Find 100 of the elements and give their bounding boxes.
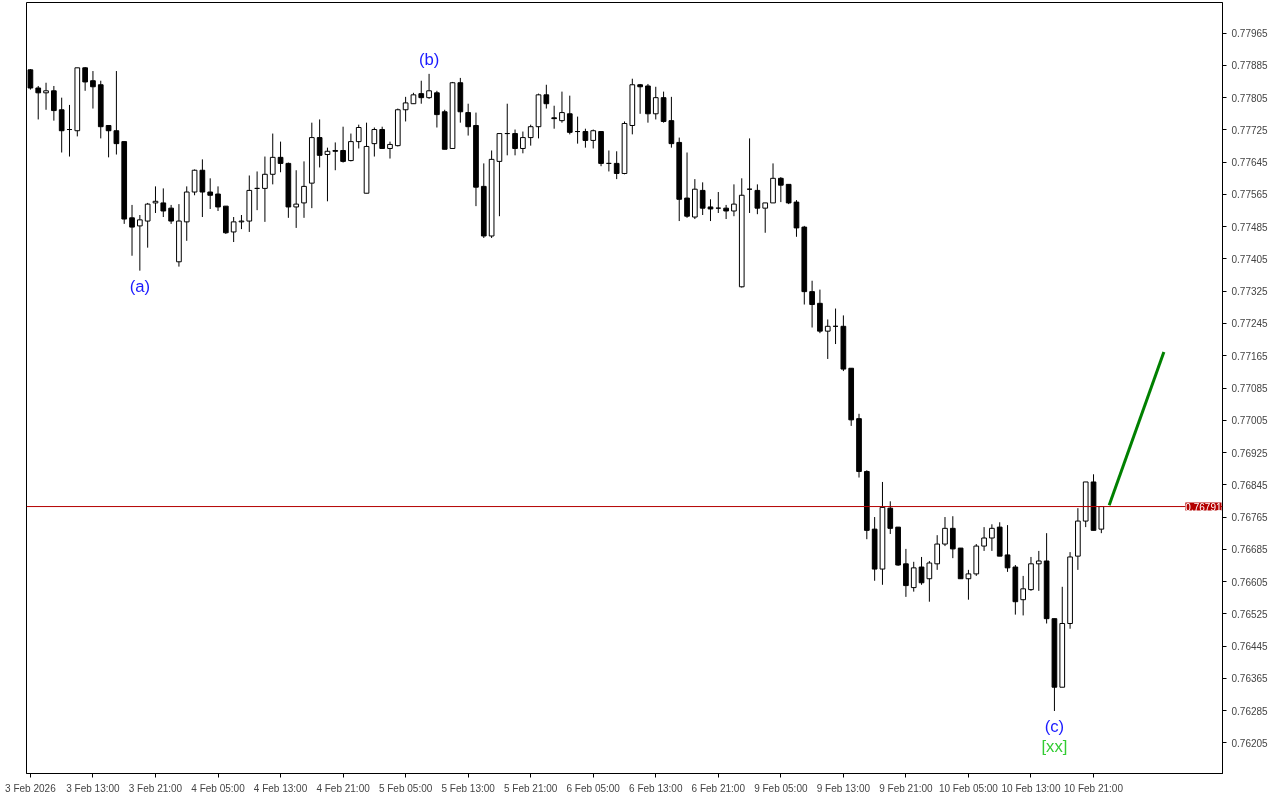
candlestick	[942, 516, 948, 547]
candlestick	[981, 526, 987, 552]
x-tick-label: 4 Feb 05:00	[191, 782, 246, 794]
annotation: (b)	[418, 50, 440, 70]
annotation: (c)	[1044, 717, 1065, 737]
y-tick-label: 0.77965	[1231, 28, 1269, 40]
y-tick-label: 0.76765	[1231, 512, 1269, 524]
x-tick-label: 10 Feb 21:00	[1064, 782, 1124, 794]
candlestick	[262, 156, 268, 223]
candlestick	[129, 204, 135, 257]
candlestick	[910, 561, 917, 593]
candlestick	[824, 318, 831, 360]
y-tick-label: 0.77085	[1231, 383, 1269, 394]
candlestick	[160, 187, 167, 218]
y-tick-label: 0.76205	[1231, 737, 1269, 749]
candlestick	[207, 177, 214, 210]
candlestick	[527, 124, 534, 147]
candlestick	[582, 128, 589, 149]
candlestick	[934, 534, 941, 571]
candlestick	[58, 97, 65, 154]
y-tick-label: 0.77485	[1231, 221, 1269, 233]
candlestick	[379, 126, 386, 149]
x-tick-label: 3 Feb 2026	[5, 782, 57, 794]
y-tick-label: 0.77565	[1231, 189, 1269, 201]
x-tick-label: 6 Feb 13:00	[629, 782, 683, 794]
candlestick	[418, 80, 425, 105]
candlestick	[82, 66, 88, 92]
candlestick	[512, 129, 518, 156]
candlestick	[731, 183, 737, 217]
candlestick	[51, 85, 57, 122]
x-tick-label: 10 Feb 13:00	[1001, 782, 1061, 794]
annotation: (a)	[129, 277, 151, 297]
x-tick-label: 4 Feb 21:00	[316, 782, 371, 794]
candlestick	[684, 152, 690, 219]
candlestick	[168, 204, 174, 225]
x-tick-label: 6 Feb 21:00	[691, 782, 746, 794]
candlestick	[371, 127, 378, 158]
candlestick	[551, 105, 557, 130]
candlestick	[35, 85, 42, 120]
annotation: [xx]	[1041, 737, 1068, 757]
y-tick-label: 0.77005	[1231, 415, 1269, 427]
candlestick	[90, 70, 96, 110]
candlestick	[340, 126, 346, 164]
y-tick-label: 0.76445	[1231, 641, 1269, 653]
candlestick	[426, 73, 432, 100]
x-tick-label: 5 Feb 05:00	[378, 782, 433, 794]
candlestick	[465, 103, 472, 137]
y-tick-label: 0.77805	[1231, 92, 1269, 104]
x-tick-label: 9 Feb 13:00	[816, 782, 871, 794]
y-tick-label: 0.76685	[1231, 544, 1269, 556]
candlestick	[777, 176, 784, 203]
candlestick	[652, 86, 659, 120]
candlestick	[355, 124, 362, 149]
candlestick	[887, 500, 894, 535]
y-tick-label: 0.76365	[1231, 673, 1269, 685]
candlestick	[348, 133, 354, 162]
candlestick	[1020, 575, 1027, 616]
candlestick	[949, 515, 956, 559]
x-tick-label: 3 Feb 21:00	[128, 782, 183, 794]
y-tick-label: 0.77725	[1231, 124, 1269, 136]
candlestick	[332, 141, 339, 171]
y-tick-label: 0.77885	[1231, 60, 1269, 72]
ref-line-label: 0.76791	[1185, 501, 1222, 513]
candlestick	[613, 150, 620, 180]
candlestick	[387, 141, 393, 160]
candlestick	[566, 95, 573, 135]
y-tick-label: 0.76845	[1231, 479, 1269, 491]
candlestick	[43, 82, 49, 111]
x-tick-label: 3 Feb 13:00	[66, 782, 121, 794]
x-tick-label: 5 Feb 13:00	[441, 782, 496, 794]
y-tick-label: 0.77405	[1231, 253, 1269, 265]
y-tick-label: 0.76525	[1231, 608, 1269, 620]
y-tick-label: 0.77325	[1231, 286, 1269, 298]
candlestick	[809, 280, 815, 329]
x-tick-label: 4 Feb 13:00	[253, 782, 308, 794]
x-tick-label: 6 Feb 05:00	[566, 782, 621, 794]
candlestick	[637, 83, 643, 115]
candlestick	[723, 204, 729, 220]
y-tick-label: 0.76285	[1231, 705, 1269, 717]
y-tick-label: 0.76605	[1231, 576, 1269, 588]
candlestick	[215, 185, 221, 212]
candlestick	[152, 185, 159, 214]
x-tick-label: 10 Feb 05:00	[938, 782, 999, 794]
y-tick-label: 0.76925	[1231, 447, 1269, 459]
x-tick-label: 9 Feb 21:00	[879, 782, 934, 794]
candlestick	[277, 141, 284, 173]
candlestick	[903, 548, 909, 598]
candlestick	[293, 169, 300, 229]
y-tick-label: 0.77165	[1231, 350, 1269, 362]
candlestick	[754, 183, 761, 215]
x-tick-label: 9 Feb 05:00	[754, 782, 808, 794]
y-tick-label: 0.77645	[1231, 157, 1269, 169]
candlestick	[301, 160, 307, 219]
candlestick	[762, 202, 769, 234]
candlestick	[1035, 550, 1042, 592]
y-tick-label: 0.77245	[1231, 318, 1269, 330]
candlestick	[989, 523, 995, 552]
candlestick	[520, 131, 526, 154]
candlestick	[230, 216, 237, 243]
candlestick	[559, 91, 565, 124]
